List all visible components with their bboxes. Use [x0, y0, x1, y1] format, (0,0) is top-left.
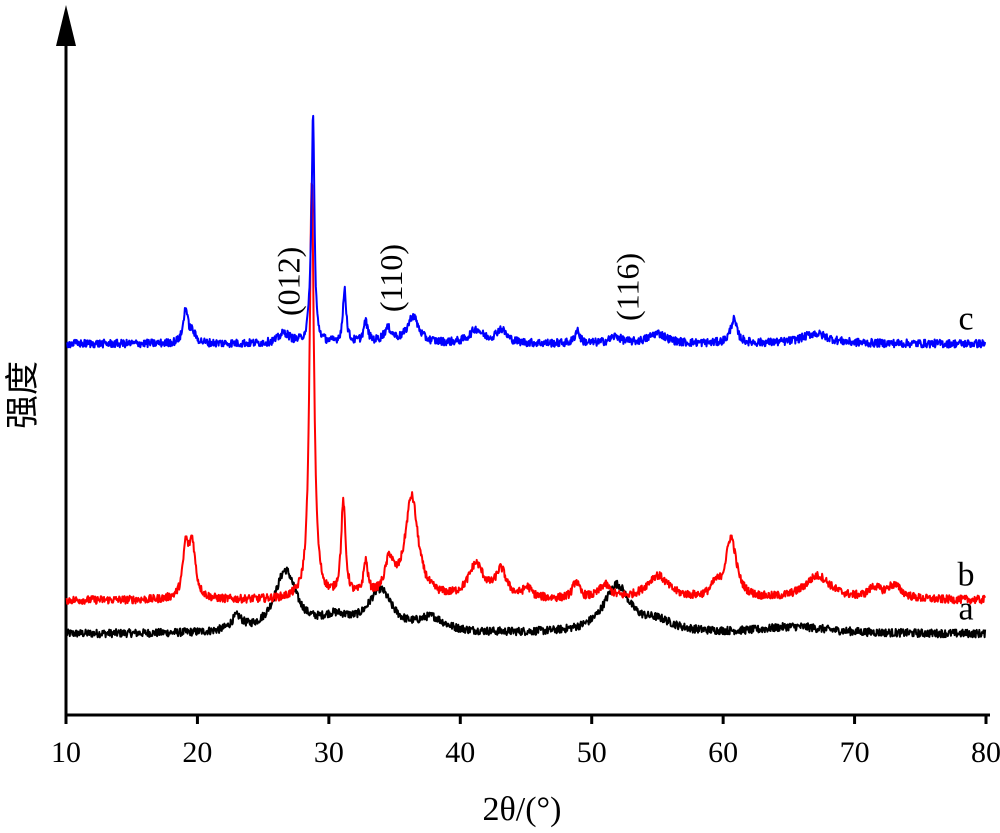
series-line-a	[65, 566, 987, 639]
x-tick-label: 50	[577, 736, 607, 769]
x-tick-label: 20	[182, 736, 212, 769]
x-tick-label: 80	[971, 736, 1000, 769]
series-label-b: b	[958, 557, 975, 594]
axes	[56, 5, 990, 717]
series-label-c: c	[958, 301, 973, 338]
series-line-c	[66, 114, 987, 349]
x-axis-title: 2θ/(°)	[483, 791, 562, 828]
series-labels: ab c	[958, 301, 975, 628]
peak-annotations: (012) (110) (116)	[270, 244, 645, 321]
series-layer	[65, 114, 987, 639]
x-tick-label: 70	[840, 736, 870, 769]
peak-annotation: (110)	[373, 244, 409, 312]
peak-annotation: (116)	[610, 253, 646, 321]
series-line-b	[65, 182, 987, 605]
x-tick-label: 60	[708, 736, 738, 769]
y-axis-arrow-icon	[56, 5, 76, 46]
y-axis-title: 强度	[4, 361, 42, 429]
x-ticks: 10 20 30 40 50 60 70 80	[51, 715, 1000, 769]
peak-annotation: (012)	[270, 247, 306, 316]
series-label-a: a	[958, 591, 973, 628]
x-tick-label: 30	[314, 736, 344, 769]
x-tick-label: 40	[445, 736, 475, 769]
x-tick-label: 10	[51, 736, 81, 769]
